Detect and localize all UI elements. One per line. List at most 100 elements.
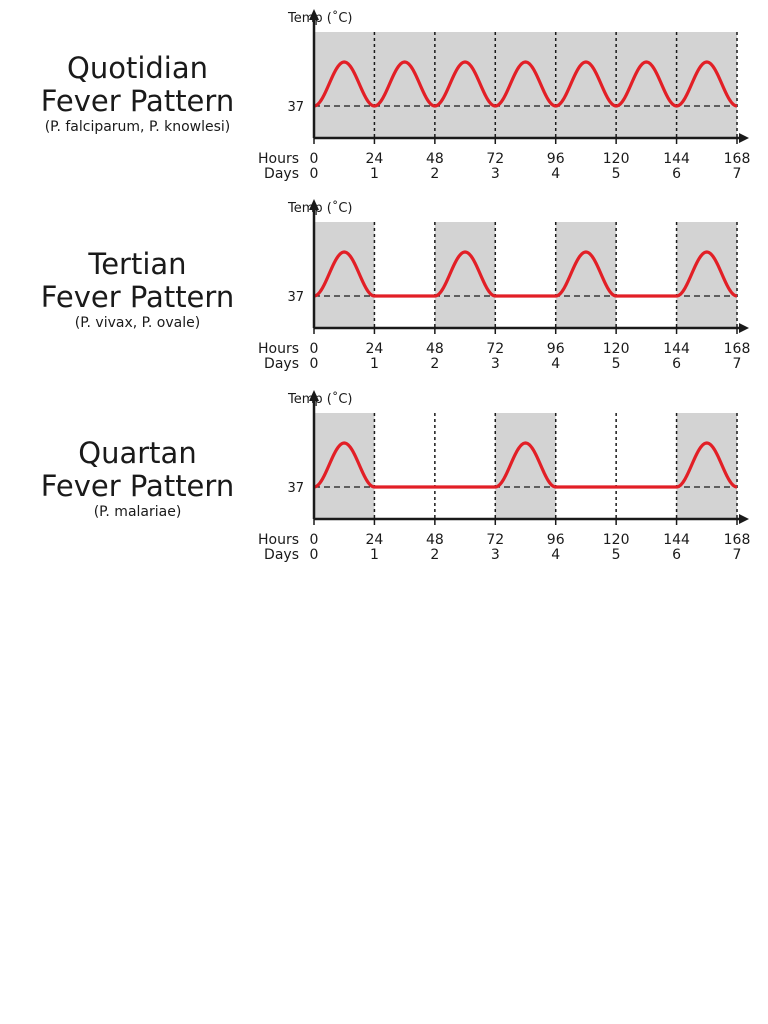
hours-tick-label: 168 xyxy=(724,341,751,357)
days-tick-label: 4 xyxy=(551,547,560,563)
shaded-day-band xyxy=(676,222,737,328)
hours-tick-label: 120 xyxy=(603,532,630,548)
hours-tick-label: 96 xyxy=(547,151,565,167)
y-axis-label: Temp (˚C) xyxy=(287,200,353,216)
hours-tick-label: 144 xyxy=(663,532,690,548)
hours-tick-label: 24 xyxy=(366,341,384,357)
panel-title-block: Quartan Fever Pattern (P. malariae) xyxy=(0,437,275,521)
hours-tick-label: 168 xyxy=(724,151,751,167)
pattern-title: Fever Pattern xyxy=(40,84,235,118)
baseline-label: 37 xyxy=(287,481,304,496)
panel-title-block: Tertian Fever Pattern (P. vivax, P. oval… xyxy=(0,248,275,332)
days-tick-label: 1 xyxy=(370,356,379,372)
panel-title-block: Quotidian Fever Pattern (P. falciparum, … xyxy=(0,52,275,136)
days-tick-label: 1 xyxy=(370,547,379,563)
hours-tick-label: 72 xyxy=(486,341,504,357)
pattern-title: Fever Pattern xyxy=(40,280,235,314)
pattern-species: (P. vivax, P. ovale) xyxy=(74,315,201,331)
days-row-label: Days xyxy=(264,356,299,372)
hours-tick-label: 0 xyxy=(310,341,319,357)
y-axis-arrow xyxy=(309,199,319,210)
y-axis-arrow xyxy=(309,390,319,401)
days-tick-label: 4 xyxy=(551,356,560,372)
temperature-curve xyxy=(313,250,738,298)
pattern-species: (P. malariae) xyxy=(93,504,182,520)
hours-tick-label: 24 xyxy=(366,532,384,548)
hours-tick-label: 96 xyxy=(547,532,565,548)
days-row-label: Days xyxy=(264,547,299,563)
days-tick-label: 3 xyxy=(491,356,500,372)
shaded-day-band xyxy=(434,222,496,328)
days-tick-label: 3 xyxy=(491,547,500,563)
shaded-day-band xyxy=(434,32,496,138)
hours-tick-label: 48 xyxy=(426,532,444,548)
fever-panel-1: Tertian Fever Pattern (P. vivax, P. oval… xyxy=(0,190,768,380)
hours-tick-label: 144 xyxy=(663,341,690,357)
hours-tick-label: 72 xyxy=(486,532,504,548)
y-axis-label: Temp (˚C) xyxy=(287,391,353,407)
days-tick-label: 7 xyxy=(733,166,742,182)
hours-tick-label: 72 xyxy=(486,151,504,167)
hours-tick-label: 0 xyxy=(310,151,319,167)
x-axis-arrow xyxy=(739,323,749,333)
baseline-label: 37 xyxy=(287,290,304,305)
x-axis-arrow xyxy=(739,514,749,524)
shaded-day-band xyxy=(676,32,737,138)
shaded-day-band xyxy=(495,32,556,138)
shaded-day-band xyxy=(555,32,617,138)
hours-tick-label: 120 xyxy=(603,151,630,167)
days-tick-label: 5 xyxy=(612,356,621,372)
hours-tick-label: 168 xyxy=(724,532,751,548)
days-tick-label: 2 xyxy=(430,166,439,182)
hours-tick-label: 48 xyxy=(426,341,444,357)
pattern-name: Quotidian xyxy=(67,51,208,85)
days-tick-label: 5 xyxy=(612,547,621,563)
days-tick-label: 6 xyxy=(672,356,681,372)
shaded-day-band xyxy=(314,413,375,519)
pattern-title: Fever Pattern xyxy=(40,469,235,503)
pattern-species: (P. falciparum, P. knowlesi) xyxy=(44,119,231,135)
days-tick-label: 6 xyxy=(672,547,681,563)
shaded-day-band xyxy=(616,32,677,138)
days-row-label: Days xyxy=(264,166,299,182)
days-tick-label: 4 xyxy=(551,166,560,182)
baseline-label: 37 xyxy=(287,100,304,115)
hours-row-label: Hours xyxy=(258,532,299,548)
days-tick-label: 3 xyxy=(491,166,500,182)
days-tick-label: 2 xyxy=(430,547,439,563)
days-tick-label: 7 xyxy=(733,356,742,372)
pattern-name: Tertian xyxy=(88,247,187,281)
temperature-curve xyxy=(313,441,738,489)
days-tick-label: 2 xyxy=(430,356,439,372)
pattern-name: Quartan xyxy=(78,436,197,470)
shaded-day-band xyxy=(314,32,375,138)
hours-tick-label: 144 xyxy=(663,151,690,167)
shaded-day-band xyxy=(314,222,375,328)
fever-panel-0: Quotidian Fever Pattern (P. falciparum, … xyxy=(0,0,768,190)
days-tick-label: 7 xyxy=(733,547,742,563)
hours-tick-label: 0 xyxy=(310,532,319,548)
shaded-day-band xyxy=(374,32,435,138)
days-tick-label: 1 xyxy=(370,166,379,182)
days-tick-label: 0 xyxy=(310,356,319,372)
hours-tick-label: 48 xyxy=(426,151,444,167)
days-tick-label: 5 xyxy=(612,166,621,182)
days-tick-label: 0 xyxy=(310,547,319,563)
y-axis-label: Temp (˚C) xyxy=(287,10,353,26)
shaded-day-band xyxy=(495,413,556,519)
shaded-day-band xyxy=(676,413,737,519)
x-axis-arrow xyxy=(739,133,749,143)
days-tick-label: 0 xyxy=(310,166,319,182)
fever-panel-2: Quartan Fever Pattern (P. malariae) 37 Te… xyxy=(0,381,768,571)
hours-tick-label: 24 xyxy=(366,151,384,167)
hours-tick-label: 96 xyxy=(547,341,565,357)
shaded-day-band xyxy=(555,222,617,328)
hours-tick-label: 120 xyxy=(603,341,630,357)
hours-row-label: Hours xyxy=(258,341,299,357)
days-tick-label: 6 xyxy=(672,166,681,182)
y-axis-arrow xyxy=(309,9,319,20)
temperature-curve xyxy=(313,60,738,108)
